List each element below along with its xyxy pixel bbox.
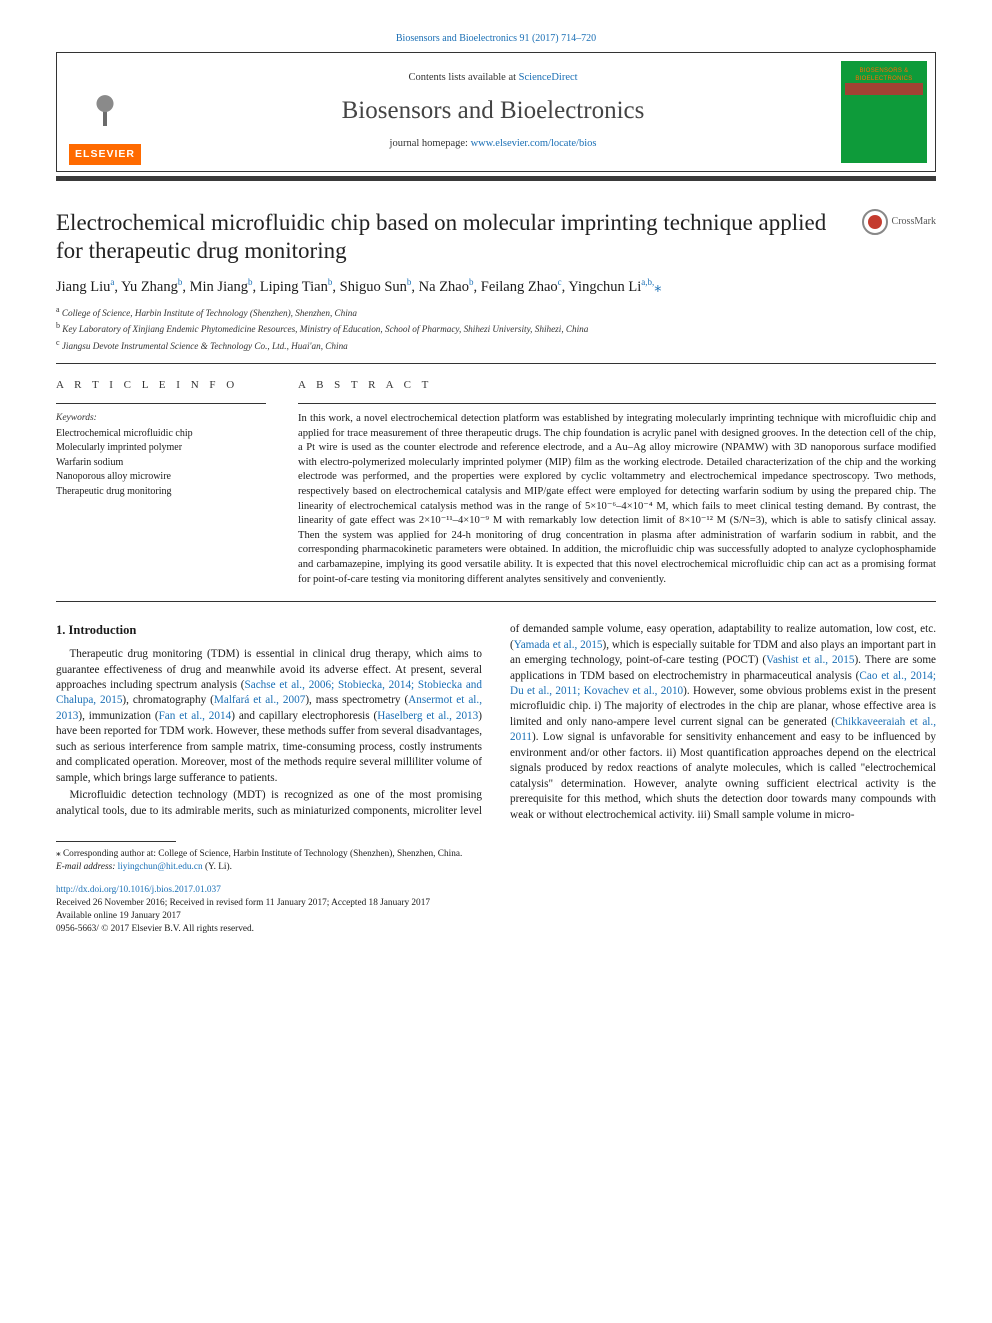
footnote-rule <box>56 841 176 842</box>
online-line: Available online 19 January 2017 <box>56 910 936 923</box>
keyword: Nanoporous alloy microwire <box>56 470 266 485</box>
affil-c: c Jiangsu Devote Instrumental Science & … <box>56 337 936 353</box>
elsevier-wordmark: ELSEVIER <box>69 144 141 164</box>
abstract-rule <box>298 403 936 404</box>
cover-title: BIOSENSORS & BIOELECTRONICS <box>841 67 927 83</box>
keyword: Therapeutic drug monitoring <box>56 485 266 500</box>
ref-link[interactable]: Fan et al., 2014 <box>159 710 232 722</box>
journal-header-box: ELSEVIER Contents lists available at Sci… <box>56 52 936 172</box>
ref-link[interactable]: Vashist et al., 2015 <box>766 654 854 666</box>
affiliations: a College of Science, Harbin Institute o… <box>56 304 936 353</box>
ref-link[interactable]: Haselberg et al., 2013 <box>377 710 478 722</box>
author-list: Jiang Liua, Yu Zhangb, Min Jiangb, Lipin… <box>56 276 936 298</box>
header-underline <box>56 176 936 181</box>
crossmark-icon <box>862 209 888 235</box>
homepage-link[interactable]: www.elsevier.com/locate/bios <box>471 138 597 149</box>
article-title: Electrochemical microfluidic chip based … <box>56 209 844 267</box>
corresponding-author-note: ⁎ Corresponding author at: College of Sc… <box>56 848 936 874</box>
doi-block: http://dx.doi.org/10.1016/j.bios.2017.01… <box>56 884 936 897</box>
section-1-heading: 1. Introduction <box>56 622 482 639</box>
crossmark-label: CrossMark <box>892 215 936 229</box>
homepage-prefix: journal homepage: <box>390 138 471 149</box>
keyword: Warfarin sodium <box>56 456 266 471</box>
corr-email-link[interactable]: liyingchun@hit.edu.cn <box>118 862 203 872</box>
abstract-column: A B S T R A C T In this work, a novel el… <box>298 378 936 587</box>
rule-below-abstract <box>56 601 936 602</box>
rule-above-abstract <box>56 363 936 364</box>
corr-email-line: E-mail address: liyingchun@hit.edu.cn (Y… <box>56 861 936 874</box>
body-two-column: 1. Introduction Therapeutic drug monitor… <box>56 622 936 823</box>
cover-band <box>845 83 923 95</box>
issn-copyright: 0956-5663/ © 2017 Elsevier B.V. All righ… <box>56 923 936 936</box>
abstract-text: In this work, a novel electrochemical de… <box>298 412 936 587</box>
crossmark-badge[interactable]: CrossMark <box>862 209 936 235</box>
header-center: Contents lists available at ScienceDirec… <box>153 53 833 171</box>
keyword: Molecularly imprinted polymer <box>56 441 266 456</box>
journal-name: Biosensors and Bioelectronics <box>342 94 645 128</box>
affil-b: b Key Laboratory of Xinjiang Endemic Phy… <box>56 320 936 336</box>
journal-cover-thumb: BIOSENSORS & BIOELECTRONICS <box>841 61 927 163</box>
ref-link[interactable]: Yamada et al., 2015 <box>514 639 603 651</box>
intro-para-1: Therapeutic drug monitoring (TDM) is ess… <box>56 647 482 786</box>
info-rule <box>56 403 266 404</box>
ref-link[interactable]: Malfará et al., 2007 <box>214 694 305 706</box>
top-citation: Biosensors and Bioelectronics 91 (2017) … <box>56 32 936 46</box>
affil-a: a College of Science, Harbin Institute o… <box>56 304 936 320</box>
corr-line: ⁎ Corresponding author at: College of Sc… <box>56 848 936 861</box>
article-info-column: A R T I C L E I N F O Keywords: Electroc… <box>56 378 266 587</box>
keyword: Electrochemical microfluidic chip <box>56 427 266 442</box>
keywords-label: Keywords: <box>56 412 266 425</box>
top-citation-link[interactable]: Biosensors and Bioelectronics 91 (2017) … <box>396 33 596 44</box>
article-info-heading: A R T I C L E I N F O <box>56 378 266 393</box>
elsevier-tree-icon <box>77 84 133 140</box>
doi-link[interactable]: http://dx.doi.org/10.1016/j.bios.2017.01… <box>56 885 221 895</box>
history-line: Received 26 November 2016; Received in r… <box>56 897 936 910</box>
keywords-list: Electrochemical microfluidic chip Molecu… <box>56 427 266 500</box>
contents-prefix: Contents lists available at <box>408 72 518 83</box>
contents-line: Contents lists available at ScienceDirec… <box>408 71 577 85</box>
elsevier-logo: ELSEVIER <box>57 53 153 171</box>
abstract-heading: A B S T R A C T <box>298 378 936 393</box>
homepage-line: journal homepage: www.elsevier.com/locat… <box>390 137 597 151</box>
sciencedirect-link[interactable]: ScienceDirect <box>519 72 578 83</box>
